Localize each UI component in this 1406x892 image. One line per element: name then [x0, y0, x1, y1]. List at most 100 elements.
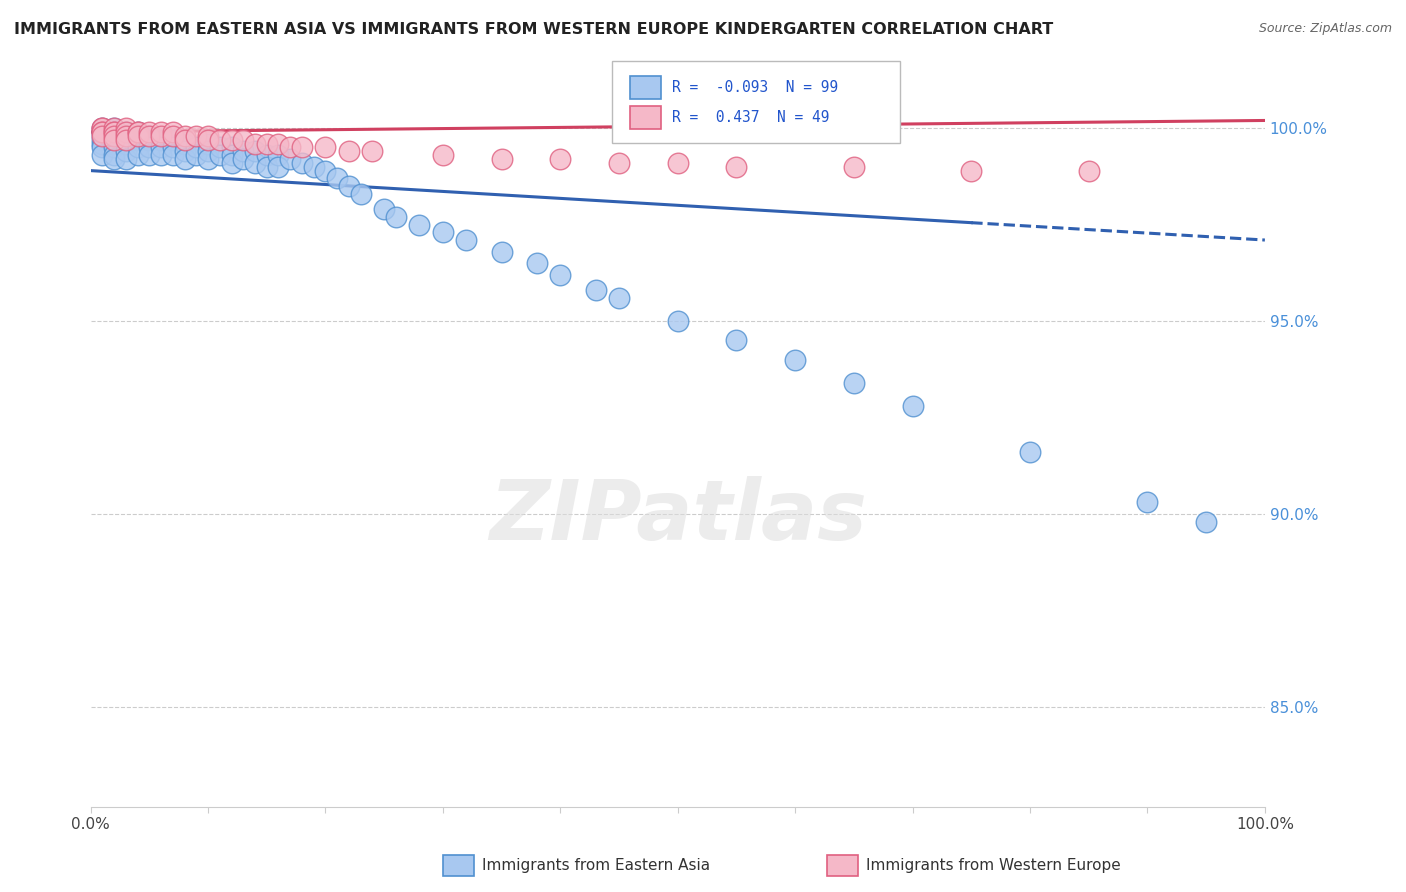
Point — [243, 156, 266, 170]
Point — [115, 125, 138, 139]
Point — [127, 140, 149, 154]
Point — [432, 225, 454, 239]
Point — [197, 152, 219, 166]
Point — [432, 148, 454, 162]
Point — [173, 145, 195, 159]
Point — [103, 136, 125, 151]
Point — [408, 218, 430, 232]
Point — [221, 156, 243, 170]
Point — [666, 156, 689, 170]
Point — [91, 121, 114, 136]
Point — [491, 152, 513, 166]
Point — [256, 160, 278, 174]
Point — [127, 125, 149, 139]
Text: Source: ZipAtlas.com: Source: ZipAtlas.com — [1258, 22, 1392, 36]
Point — [91, 128, 114, 143]
Point — [103, 152, 125, 166]
Point — [278, 152, 301, 166]
Point — [326, 171, 349, 186]
Point — [373, 202, 395, 217]
Point — [232, 133, 254, 147]
Point — [103, 125, 125, 139]
Point — [302, 160, 325, 174]
Point — [186, 148, 208, 162]
Point — [725, 334, 748, 348]
Point — [115, 152, 138, 166]
Point — [91, 128, 114, 143]
Point — [127, 133, 149, 147]
Point — [150, 133, 173, 147]
Point — [127, 128, 149, 143]
Point — [491, 244, 513, 259]
Point — [725, 160, 748, 174]
Point — [162, 125, 184, 139]
Point — [243, 136, 266, 151]
Point — [91, 133, 114, 147]
Point — [385, 210, 408, 224]
Point — [197, 136, 219, 151]
Point — [350, 186, 373, 201]
Point — [162, 128, 184, 143]
Text: Immigrants from Western Europe: Immigrants from Western Europe — [866, 858, 1121, 872]
Point — [115, 145, 138, 159]
Point — [1195, 515, 1218, 529]
Point — [138, 125, 160, 139]
Point — [127, 125, 149, 139]
Point — [291, 156, 314, 170]
Point — [173, 152, 195, 166]
Point — [162, 133, 184, 147]
Point — [550, 268, 572, 282]
Point — [314, 163, 336, 178]
Point — [221, 148, 243, 162]
Point — [91, 121, 114, 136]
Point — [103, 148, 125, 162]
Point — [960, 163, 983, 178]
Point — [91, 121, 114, 136]
Point — [337, 145, 360, 159]
Point — [267, 136, 290, 151]
Point — [115, 125, 138, 139]
Point — [103, 121, 125, 136]
Point — [103, 125, 125, 139]
Point — [232, 152, 254, 166]
Point — [361, 145, 384, 159]
Point — [127, 148, 149, 162]
Point — [456, 233, 478, 247]
Point — [91, 125, 114, 139]
Point — [150, 148, 173, 162]
Point — [150, 125, 173, 139]
Point — [138, 133, 160, 147]
Point — [115, 133, 138, 147]
Point — [666, 314, 689, 328]
Point — [278, 140, 301, 154]
Point — [173, 128, 195, 143]
Point — [291, 140, 314, 154]
Point — [103, 140, 125, 154]
Text: ZIPatlas: ZIPatlas — [489, 476, 866, 558]
Point — [842, 376, 865, 390]
Point — [138, 148, 160, 162]
Point — [115, 136, 138, 151]
Point — [314, 140, 336, 154]
Point — [232, 145, 254, 159]
Point — [91, 148, 114, 162]
Point — [785, 352, 807, 367]
Point — [901, 399, 924, 413]
Point — [91, 140, 114, 154]
Text: R =  -0.093  N = 99: R = -0.093 N = 99 — [672, 80, 838, 95]
Point — [221, 140, 243, 154]
Point — [256, 136, 278, 151]
Point — [221, 133, 243, 147]
Point — [186, 140, 208, 154]
Point — [208, 140, 231, 154]
Point — [103, 133, 125, 147]
Point — [138, 128, 160, 143]
Point — [1136, 495, 1159, 509]
Point — [550, 152, 572, 166]
Point — [1019, 445, 1042, 459]
Point — [127, 128, 149, 143]
Point — [103, 133, 125, 147]
Point — [267, 160, 290, 174]
Point — [337, 179, 360, 194]
Point — [91, 125, 114, 139]
